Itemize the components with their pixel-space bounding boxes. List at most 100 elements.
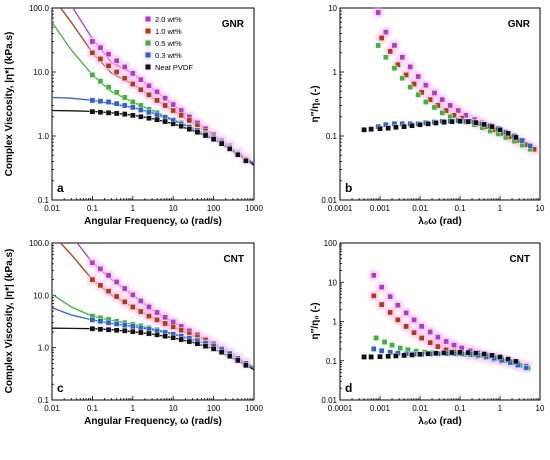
data-point xyxy=(361,126,367,133)
data-point xyxy=(162,102,168,109)
legend-label: 0.5 wt% xyxy=(155,39,182,48)
panel-d: 0.0001 0.001 0.01 0.1 1 10 0.01 0.1 1 10 100 λ₀ω (r… xyxy=(310,239,545,427)
data-point xyxy=(378,284,385,290)
data-point xyxy=(395,317,401,323)
y-tick-label: 0.1 xyxy=(38,396,50,405)
data-point xyxy=(194,129,201,135)
data-point xyxy=(89,276,96,283)
x-axis-title: Angular Frequency, ω (rad/s) xyxy=(84,216,222,227)
data-point xyxy=(449,349,455,356)
data-point xyxy=(121,64,128,70)
y-tick-label: 1 xyxy=(333,68,338,77)
data-point xyxy=(121,102,128,109)
y-tick-label: 100.0 xyxy=(29,4,50,13)
data-point xyxy=(178,107,185,114)
data-point xyxy=(226,146,233,152)
data-point xyxy=(154,317,160,323)
data-point xyxy=(403,72,409,78)
data-point xyxy=(368,354,374,360)
legend-swatch xyxy=(145,16,151,22)
legend-swatch xyxy=(145,40,151,46)
data-point xyxy=(105,288,112,294)
series-neat-pvdf xyxy=(361,349,519,365)
data-point xyxy=(423,82,429,89)
data-point xyxy=(417,351,423,358)
material-label: CNT xyxy=(223,254,244,265)
data-point xyxy=(89,38,96,45)
x-tick-label: 1000 xyxy=(245,204,263,213)
x-tick-label: 1 xyxy=(131,404,136,413)
data-point xyxy=(129,99,136,105)
x-tick-label: 10 xyxy=(536,404,545,413)
legend-label: Neat PVDF xyxy=(155,63,193,72)
x-tick-label: 10 xyxy=(169,204,178,213)
data-point xyxy=(89,108,96,115)
data-point xyxy=(202,132,209,139)
data-point xyxy=(399,54,406,61)
data-point xyxy=(121,299,128,305)
data-point xyxy=(154,97,160,104)
x-axis-title: Angular Frequency, ω (rad/s) xyxy=(84,416,222,427)
data-point xyxy=(361,354,367,360)
data-point xyxy=(146,92,152,98)
panel-letter: a xyxy=(57,181,64,195)
data-point xyxy=(113,279,120,285)
data-point xyxy=(186,338,193,345)
plot-frame xyxy=(339,242,541,401)
data-point xyxy=(105,326,112,333)
data-point xyxy=(218,349,225,355)
y-axis-title: Complex Viscosity, |η*| (kPa.s) xyxy=(4,32,15,177)
plot-frame xyxy=(339,7,541,201)
data-point xyxy=(178,123,185,130)
data-point xyxy=(393,353,399,359)
y-tick-label: 10.0 xyxy=(33,291,49,300)
x-tick-label: 0.01 xyxy=(412,404,428,413)
y-tick-label: 10 xyxy=(328,278,337,287)
data-point xyxy=(162,118,168,125)
y-tick-label: 10 xyxy=(328,4,337,13)
material-label: GNR xyxy=(508,19,531,30)
data-point xyxy=(418,335,425,341)
panel-letter: b xyxy=(345,181,352,195)
legend: 2.0 wt% 1.0 wt% 0.5 wt% 0.3 wt% Neat PVDF xyxy=(144,15,193,72)
legend-swatch xyxy=(145,52,151,58)
data-point xyxy=(505,356,511,362)
y-tick-label: 100 xyxy=(324,239,338,248)
data-point xyxy=(433,350,439,357)
data-point xyxy=(401,123,407,130)
data-point xyxy=(138,308,144,315)
data-point xyxy=(465,349,471,356)
data-point xyxy=(121,322,128,328)
data-point xyxy=(401,352,407,359)
data-point xyxy=(427,329,434,335)
plot-frame xyxy=(51,242,255,401)
data-point xyxy=(243,362,249,369)
data-point xyxy=(439,110,446,116)
data-point xyxy=(113,321,120,327)
data-point xyxy=(186,126,193,132)
data-point xyxy=(170,101,177,108)
data-point xyxy=(113,100,120,107)
data-point xyxy=(433,120,439,126)
legend-label: 1.0 wt% xyxy=(155,27,182,36)
y-axis-title: Complex Viscosity, |η*| (kPa.s) xyxy=(4,249,15,394)
data-point xyxy=(162,95,168,101)
fit-line-0-3-wt- xyxy=(52,96,254,165)
data-point xyxy=(457,118,463,125)
panel-a: 0.01 0.1 1 10 100 10000.11.010.0100.0Angular … xyxy=(4,4,263,227)
data-point xyxy=(523,365,529,371)
data-point xyxy=(391,65,398,71)
data-point xyxy=(465,118,471,125)
data-point xyxy=(473,119,479,126)
data-point xyxy=(373,335,379,341)
data-point xyxy=(409,352,415,358)
data-point xyxy=(505,130,511,137)
x-tick-label: 0.001 xyxy=(370,404,391,413)
data-point xyxy=(375,9,381,16)
data-point xyxy=(105,272,112,279)
data-point xyxy=(121,94,128,101)
data-point xyxy=(443,338,449,345)
data-point xyxy=(129,81,136,87)
data-point xyxy=(497,126,503,133)
x-tick-label: 1000 xyxy=(245,404,263,413)
